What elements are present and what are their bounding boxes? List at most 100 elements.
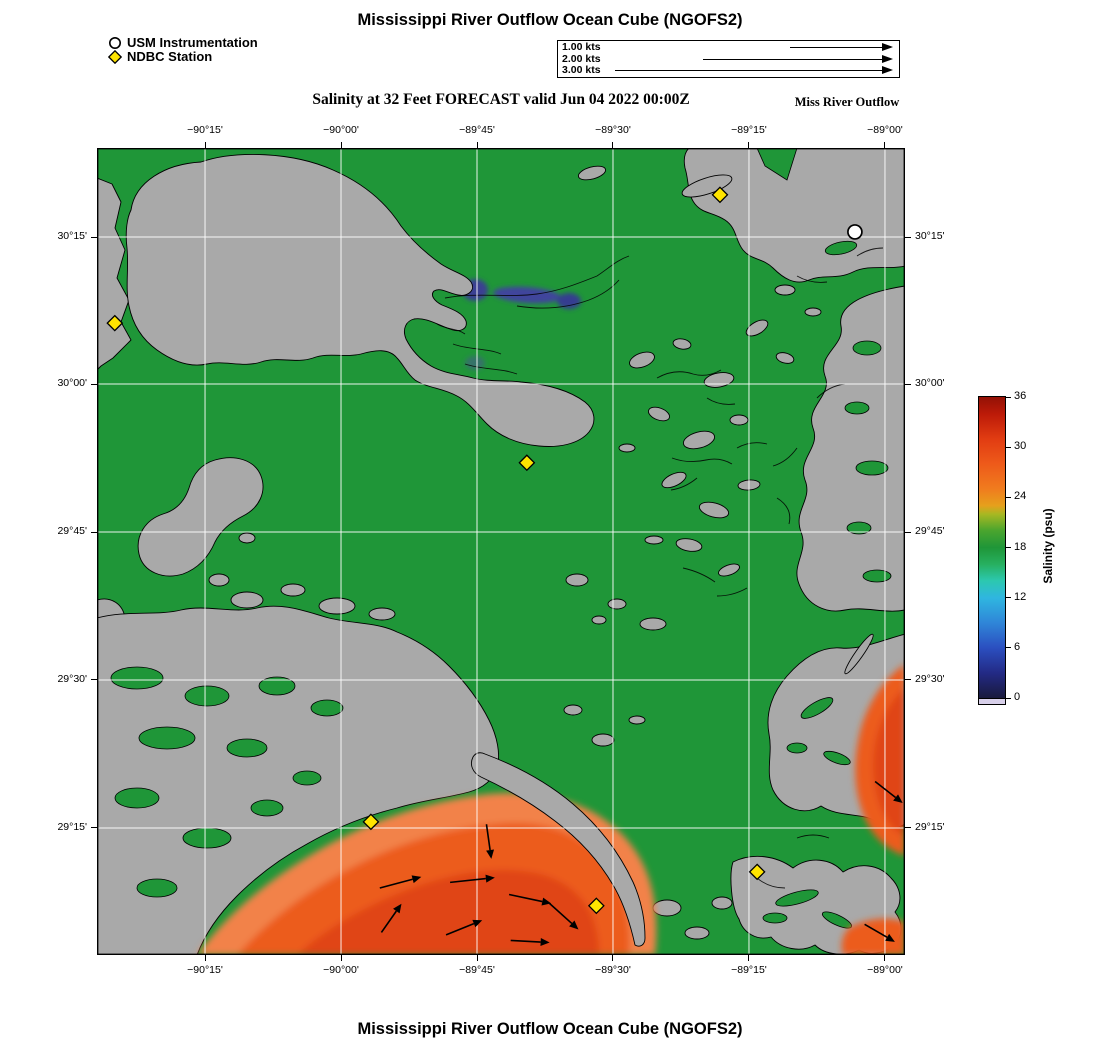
colorbar-tick-label: 30 — [1014, 440, 1027, 453]
x-axis-label: −89°00' — [867, 124, 903, 136]
axis-tick — [204, 955, 206, 961]
y-axis-label: 29°45' — [57, 525, 87, 538]
current-arrow-layer — [379, 780, 903, 947]
marsh-islands — [208, 165, 874, 940]
ndbc-station-marker — [748, 863, 766, 881]
velocity-scale-row: 3.00 kts — [558, 64, 899, 77]
current-vector-arrow — [864, 923, 888, 939]
legend-item-ndbc: NDBC Station — [108, 50, 258, 64]
current-vector-arrowhead — [540, 938, 550, 947]
y-axis-label: 29°15' — [57, 820, 87, 833]
colorbar-tick — [1006, 446, 1011, 448]
y-axis-label: 29°30' — [57, 672, 87, 685]
colorbar-tick — [1006, 547, 1011, 548]
x-axis-label: −89°30' — [595, 124, 631, 136]
current-vector-arrowhead — [472, 919, 483, 928]
x-axis-label: −90°00' — [323, 124, 359, 136]
page-title-bottom: Mississippi River Outflow Ocean Cube (NG… — [357, 1020, 743, 1038]
axis-tick — [340, 955, 342, 961]
velocity-scale-row: 2.00 kts — [558, 52, 899, 66]
y-axis-label: 30°00' — [915, 377, 945, 390]
map-frame — [96, 147, 905, 955]
axis-tick — [905, 383, 911, 385]
axis-tick — [612, 142, 614, 148]
colorbar-tick-label: 36 — [1014, 390, 1027, 402]
x-axis-label: −89°30' — [595, 964, 631, 976]
ndbc-station-marker — [587, 897, 605, 915]
colorbar-tick-label: 24 — [1014, 490, 1027, 503]
colorbar — [978, 396, 1006, 705]
axis-tick — [476, 955, 478, 961]
x-axis-label: −90°15' — [187, 964, 223, 976]
colorbar-tick — [1006, 597, 1011, 599]
axis-tick — [884, 142, 886, 148]
current-vector-arrow — [445, 922, 475, 936]
current-vector-arrow — [379, 878, 413, 889]
x-axis-label: −89°15' — [731, 964, 767, 976]
velocity-scale-label: 3.00 kts — [562, 64, 601, 76]
graticule-layer — [97, 148, 905, 955]
legend-label-usm: USM Instrumentation — [127, 35, 258, 50]
colorbar-tick — [1006, 697, 1011, 699]
velocity-scale-rows: 1.00 kts 2.00 kts 3.00 kts — [558, 41, 899, 77]
current-vector-arrow — [450, 877, 486, 884]
colorbar-gradient — [979, 397, 1005, 698]
x-axis-label: −90°15' — [187, 124, 223, 136]
velocity-scale-label: 1.00 kts — [562, 41, 601, 53]
axis-tick — [91, 383, 97, 385]
axis-tick — [905, 531, 911, 533]
current-vector-arrowhead — [411, 875, 422, 884]
y-axis-label: 29°15' — [915, 820, 945, 833]
current-vector-arrow — [380, 910, 397, 933]
current-vector-arrowhead — [486, 849, 495, 859]
axis-tick — [91, 236, 97, 238]
usm-circle-icon — [109, 37, 121, 49]
current-vector-arrowhead — [541, 897, 552, 906]
ndbc-station-marker — [711, 186, 729, 204]
high-salinity-plume — [197, 664, 905, 955]
land-delta-spit — [470, 752, 646, 947]
velocity-scale: 1.00 kts 2.00 kts 3.00 kts — [557, 40, 900, 78]
colorbar-tick — [1006, 396, 1011, 398]
usm-station-marker — [847, 224, 863, 240]
axis-tick — [204, 142, 206, 148]
colorbar-tick — [1006, 647, 1011, 649]
velocity-scale-line — [790, 47, 883, 49]
x-axis-label: −89°45' — [459, 964, 495, 976]
velocity-arrowhead-icon — [882, 43, 893, 51]
salinity-map — [96, 147, 906, 956]
axis-tick — [340, 142, 342, 148]
station-legend: USM Instrumentation NDBC Station — [108, 36, 258, 64]
colorbar-tick-label: 0 — [1014, 691, 1021, 703]
x-axis-label: −89°00' — [867, 964, 903, 976]
current-vector-arrow — [485, 824, 491, 851]
axis-tick — [476, 142, 478, 148]
x-axis-label: −89°15' — [731, 124, 767, 136]
water-channels — [110, 147, 892, 929]
velocity-scale-row: 1.00 kts — [558, 41, 899, 54]
velocity-scale-label: 2.00 kts — [562, 52, 601, 65]
current-vector-arrowhead — [393, 903, 402, 914]
station-marker-layer — [106, 186, 863, 915]
ndbc-station-marker — [106, 314, 124, 332]
axis-tick — [748, 142, 750, 148]
map-subtitle: Salinity at 32 Feet FORECAST valid Jun 0… — [312, 91, 690, 108]
y-axis-label: 30°15' — [57, 230, 87, 242]
legend-item-usm: USM Instrumentation — [108, 36, 258, 50]
velocity-scale-line — [703, 58, 883, 60]
current-vector-arrow — [510, 939, 541, 943]
ndbc-diamond-icon — [108, 50, 122, 64]
velocity-arrowhead-icon — [882, 66, 893, 74]
map-area — [96, 147, 906, 956]
region-label: Miss River Outflow — [794, 95, 900, 109]
axis-tick — [884, 955, 886, 961]
current-vector-arrow — [874, 780, 897, 799]
colorbar-under-cap — [979, 698, 1005, 704]
ndbc-station-marker — [362, 813, 380, 831]
current-vector-arrowhead — [485, 874, 495, 883]
current-vector-arrow — [508, 893, 543, 903]
current-vector-arrow — [548, 902, 573, 925]
x-axis-label: −89°45' — [459, 124, 495, 136]
current-vector-arrowhead — [885, 933, 895, 942]
